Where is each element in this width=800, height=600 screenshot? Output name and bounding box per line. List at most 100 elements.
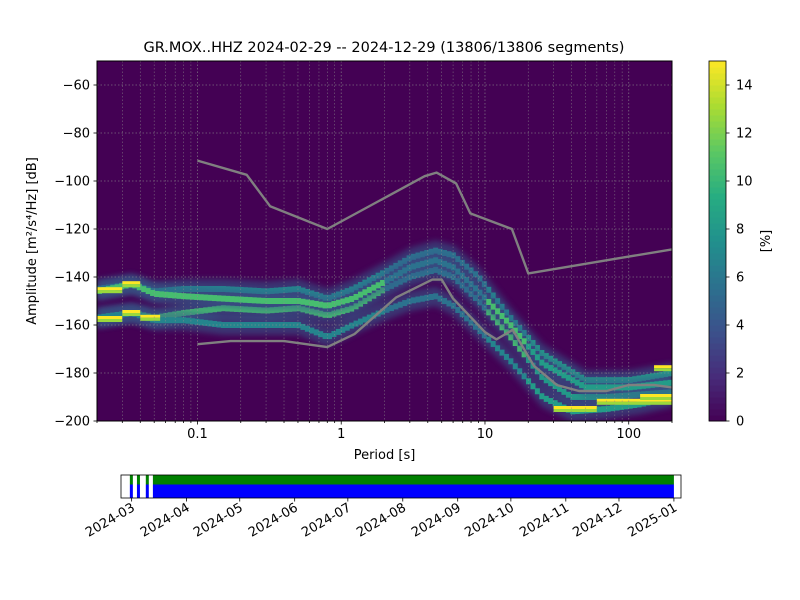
psd-plot: 0.1 1 10 100 −200 −180 −160 −140 −120 −100 −80 −60 P… [25, 60, 673, 463]
density-cell [517, 332, 523, 339]
colorbar-cell [709, 85, 726, 92]
colorbar-cell [709, 355, 726, 362]
density-cell [472, 323, 478, 330]
colorbar-cell [709, 349, 726, 356]
coverage-bar [145, 475, 149, 485]
colorbar-cell [709, 367, 726, 374]
density-cell [375, 282, 381, 289]
y-tick-label: −80 [63, 127, 90, 142]
density-cell [468, 319, 474, 326]
density-cell [446, 262, 452, 269]
colorbar-cell [709, 199, 726, 206]
density-cell [428, 258, 434, 265]
density-cell [424, 294, 430, 301]
density-cell [543, 377, 549, 384]
density-peak [654, 368, 672, 372]
density-cell [176, 317, 182, 324]
density-cell [150, 289, 156, 296]
density-cell [552, 367, 558, 374]
density-cell [437, 259, 443, 266]
colorbar-cell [709, 307, 726, 314]
colorbar-cell [709, 295, 726, 302]
density-cell [499, 312, 505, 319]
density-cell [490, 340, 496, 347]
colorbar-cell [709, 103, 726, 110]
density-cell [601, 406, 607, 413]
density-cell [419, 260, 425, 267]
density-cell [605, 384, 611, 391]
density-cell [327, 302, 333, 309]
density-cell [203, 319, 209, 326]
density-cell [309, 327, 315, 334]
density-cell [596, 406, 602, 413]
density-cell [340, 326, 346, 333]
colorbar-cell [709, 211, 726, 218]
density-cell [269, 287, 275, 294]
density-cell [543, 395, 549, 402]
colorbar-tick-label: 8 [736, 223, 744, 238]
density-cell [296, 298, 302, 305]
coverage-bar [136, 475, 140, 485]
density-cell [234, 322, 240, 328]
y-tick-label: −60 [63, 79, 90, 94]
density-cell [366, 286, 372, 293]
colorbar-cell [709, 175, 726, 182]
density-cell [194, 318, 200, 325]
density-cell [380, 279, 386, 286]
density-peak [122, 281, 141, 285]
timeline-tick-label: 2025-01 [625, 500, 680, 540]
density-cell [335, 328, 341, 335]
density-cell [313, 329, 319, 336]
density-cell [477, 327, 483, 334]
density-cell [384, 306, 390, 313]
density-cell [380, 308, 386, 315]
density-cell [212, 295, 218, 302]
density-cell [167, 317, 173, 324]
density-cell [402, 267, 408, 274]
density-cell [442, 260, 448, 267]
density-cell [397, 301, 403, 308]
density-cell [433, 293, 439, 300]
density-cell [424, 259, 430, 266]
colorbar-tick-label: 12 [736, 127, 753, 142]
density-cell [119, 283, 125, 290]
density-cell [623, 384, 629, 391]
density-cell [185, 293, 191, 300]
density-cell [455, 256, 461, 263]
density-cell [357, 318, 363, 325]
density-cell [189, 318, 195, 325]
density-cell [570, 394, 576, 400]
colorbar-cell [709, 223, 726, 230]
density-cell [455, 268, 461, 275]
colorbar-cell [709, 115, 726, 122]
density-cell [477, 289, 483, 296]
colorbar-cell [709, 229, 726, 236]
colorbar-cell [709, 373, 726, 380]
x-tick-label: 1 [337, 427, 345, 442]
density-cell [442, 250, 448, 257]
colorbar-cell [709, 79, 726, 86]
density-cell [557, 402, 563, 409]
colorbar-cell [709, 343, 726, 350]
density-peak [553, 409, 597, 412]
colorbar-tick-label: 14 [736, 79, 753, 94]
density-cell [309, 300, 315, 307]
density-cell [534, 368, 540, 375]
density-cell [428, 293, 434, 300]
colorbar-cell [709, 145, 726, 152]
colorbar-cell [709, 169, 726, 176]
density-cell [322, 332, 328, 339]
chart-title: GR.MOX..HHZ 2024-02-29 -- 2024-12-29 (13… [144, 40, 625, 56]
density-cell [472, 271, 478, 278]
density-cell [610, 384, 616, 391]
density-cell [526, 343, 532, 350]
colorbar-cell [709, 217, 726, 224]
density-cell [450, 302, 456, 309]
density-peak [553, 406, 597, 409]
colorbar-tick-label: 0 [736, 415, 744, 430]
colorbar-cell [709, 301, 726, 308]
density-cell [495, 298, 501, 305]
density-cell [464, 276, 470, 283]
density-cell [636, 383, 642, 390]
density-cell [490, 303, 496, 310]
